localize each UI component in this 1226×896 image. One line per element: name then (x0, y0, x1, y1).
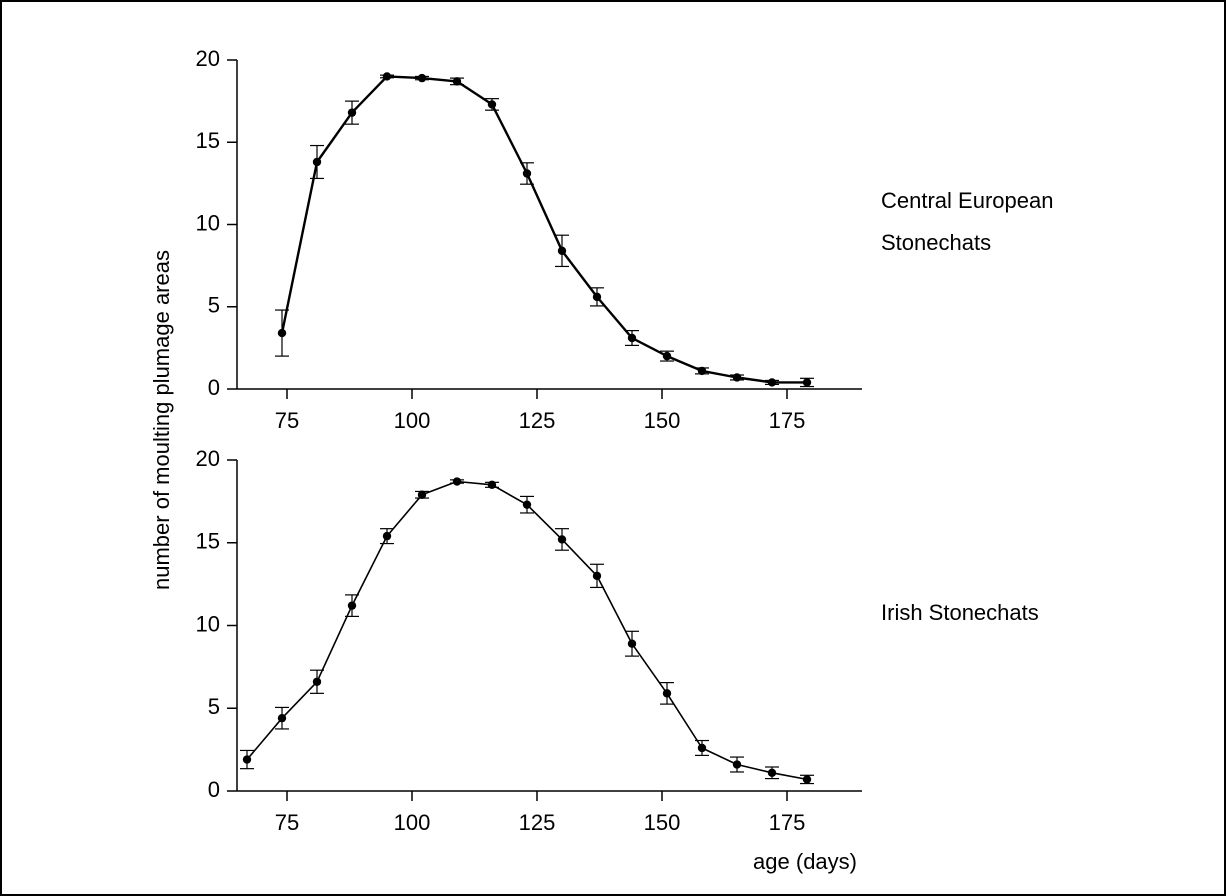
data-point (662, 689, 672, 698)
data-point (312, 157, 322, 167)
data-point (767, 378, 777, 387)
panel-label-central-european-line-2: Stonechats (881, 230, 991, 255)
data-point (487, 480, 497, 490)
x-tick-label: 150 (644, 408, 681, 433)
y-tick-label: 10 (196, 611, 220, 636)
data-point (277, 328, 287, 338)
y-tick-label: 20 (196, 46, 220, 71)
data-point (732, 373, 742, 382)
x-tick-label: 150 (644, 810, 681, 835)
y-tick-label: 5 (208, 293, 220, 318)
y-axis-title-group: number of moulting plumage areas (149, 250, 174, 590)
data-point (487, 100, 497, 109)
chart-panel-irish: 0 5 10 15 20 75 100 125 150 175 (196, 446, 862, 835)
x-tick-label: 125 (519, 810, 556, 835)
data-point (312, 677, 322, 686)
data-point (417, 73, 427, 83)
data-point (277, 713, 287, 723)
chart-panel-central-european: 0 5 10 15 20 75 100 125 150 175 (196, 46, 862, 433)
y-tick-label: 10 (196, 210, 220, 235)
data-point (627, 639, 637, 648)
data-point (802, 775, 812, 784)
x-tick-label: 125 (519, 408, 556, 433)
y-axis-title: number of moulting plumage areas (149, 250, 174, 590)
data-point (557, 535, 567, 544)
x-tick-label: 175 (769, 810, 806, 835)
y-tick-label: 5 (208, 694, 220, 719)
data-point (592, 571, 602, 581)
data-point (522, 500, 532, 509)
data-point (452, 77, 462, 86)
data-point (382, 72, 392, 81)
y-tick-label: 0 (208, 375, 220, 400)
y-tick-label: 15 (196, 128, 220, 153)
x-axis-title: age (days) (753, 849, 857, 874)
data-point (557, 246, 567, 256)
data-point (242, 755, 252, 764)
data-point (662, 351, 672, 361)
x-tick-label: 175 (769, 408, 806, 433)
data-point (697, 743, 707, 753)
data-point (767, 768, 777, 777)
x-tick-label: 75 (275, 408, 299, 433)
x-tick-label: 100 (394, 408, 431, 433)
panel-label-irish: Irish Stonechats (881, 600, 1039, 625)
data-point (382, 531, 392, 541)
x-tick-label: 75 (275, 810, 299, 835)
y-tick-label: 15 (196, 529, 220, 554)
data-point (522, 169, 532, 178)
data-point (347, 108, 357, 117)
series-line (280, 75, 807, 384)
data-point (347, 601, 357, 610)
data-point (697, 366, 707, 376)
data-point (802, 378, 812, 387)
y-tick-label: 20 (196, 446, 220, 471)
x-tick-label: 100 (394, 810, 431, 835)
data-point (592, 292, 602, 302)
data-point (452, 477, 462, 486)
y-tick-label: 0 (208, 777, 220, 802)
data-point (627, 333, 637, 343)
panel-label-central-european-line-1: Central European (881, 188, 1053, 213)
data-point (417, 490, 427, 499)
data-point (732, 760, 742, 769)
